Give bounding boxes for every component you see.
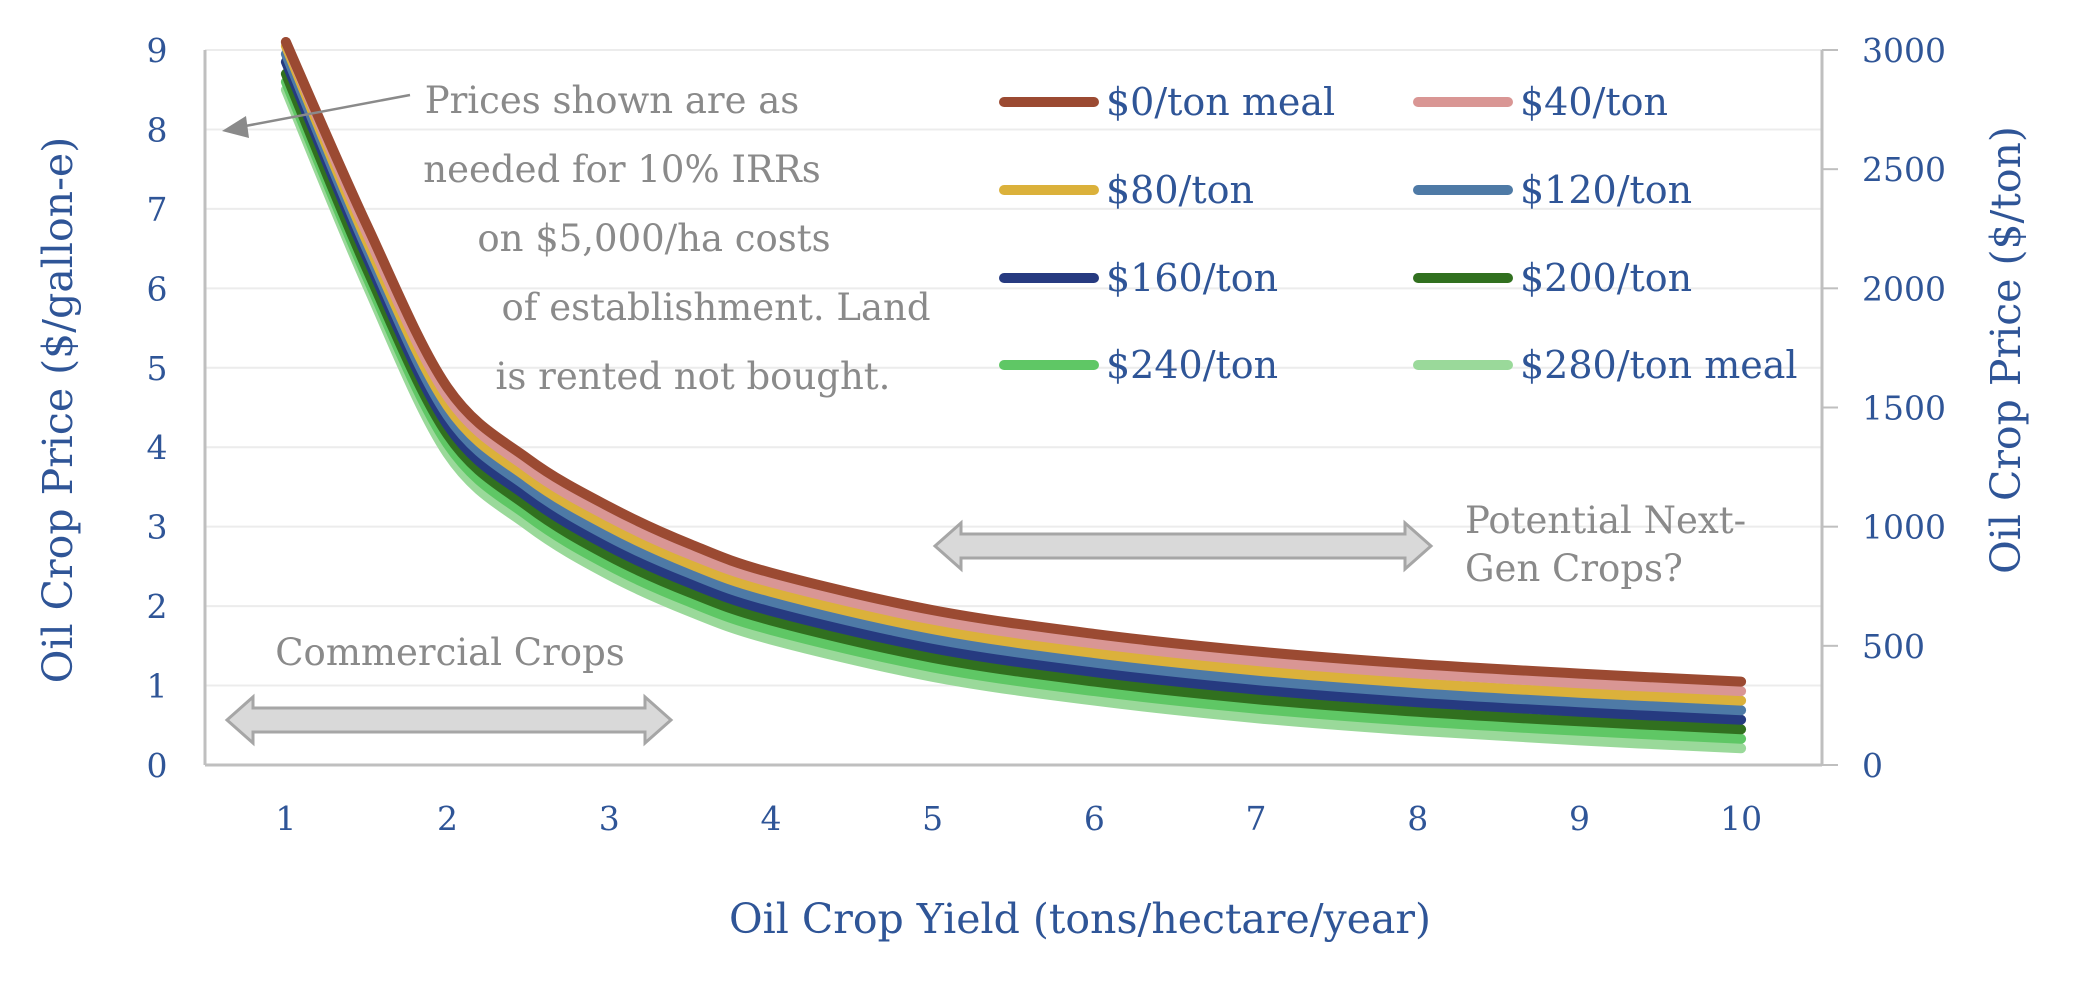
y-left-tick-label: 7	[147, 190, 168, 229]
y-right-tick-label: 3000	[1862, 31, 1946, 70]
y-left-tick-label: 4	[147, 428, 168, 467]
legend-label: $120/ton	[1520, 168, 1692, 212]
y-left-tick-label: 9	[147, 31, 168, 70]
legend-label: $160/ton	[1106, 256, 1278, 300]
x-tick-label: 2	[437, 799, 458, 838]
commercial-crops-label: Commercial Crops	[275, 631, 625, 674]
y-right-tick-labels: 0 500 1000 1500 2000 2500 3000	[1822, 31, 1946, 785]
note-line-1: Prices shown are as	[425, 79, 800, 122]
x-tick-labels: 1 2 3 4 5 6 7 8 9 10	[275, 799, 1762, 838]
x-tick-label: 10	[1720, 799, 1762, 838]
y-left-tick-labels: 0 1 2 3 4 5 6 7 8 9	[147, 31, 168, 785]
series-lines	[280, 37, 1747, 754]
legend-label: $200/ton	[1520, 256, 1692, 300]
note-line-5: is rented not bought.	[496, 355, 891, 398]
note-text: Prices shown are as needed for 10% IRRs …	[423, 79, 930, 398]
y-right-tick-label: 1500	[1862, 389, 1946, 428]
x-tick-label: 6	[1084, 799, 1105, 838]
y-right-tick-label: 2000	[1862, 269, 1946, 308]
note-line-3: on $5,000/ha costs	[477, 217, 830, 260]
x-tick-label: 8	[1407, 799, 1428, 838]
y-left-tick-label: 1	[147, 667, 168, 706]
x-tick-label: 9	[1569, 799, 1590, 838]
y-right-tick-label: 0	[1862, 746, 1883, 785]
commercial-crops-arrow	[224, 693, 674, 747]
note-arrow	[222, 93, 411, 138]
next-gen-line-1: Potential Next-	[1465, 499, 1746, 542]
y-right-axis-title: Oil Crop Price ($/ton)	[1982, 126, 2030, 574]
legend-label: $280/ton meal	[1520, 343, 1798, 387]
y-left-tick-label: 2	[147, 587, 168, 626]
next-gen-line-2: Gen Crops?	[1465, 547, 1683, 590]
x-axis-title: Oil Crop Yield (tons/hectare/year)	[729, 895, 1431, 943]
x-tick-label: 4	[760, 799, 781, 838]
y-left-tick-label: 3	[147, 508, 168, 547]
x-tick-label: 3	[599, 799, 620, 838]
y-left-axis-title: Oil Crop Price ($/gallon-e)	[34, 137, 82, 683]
legend-label: $240/ton	[1106, 343, 1278, 387]
y-right-tick-label: 500	[1862, 627, 1925, 666]
x-tick-label: 1	[275, 799, 296, 838]
series-line-1	[280, 37, 1747, 687]
y-right-tick-label: 1000	[1862, 508, 1946, 547]
legend-label: $40/ton	[1520, 80, 1668, 124]
y-left-tick-label: 6	[147, 269, 168, 308]
note-line-2: needed for 10% IRRs	[423, 148, 820, 191]
next-gen-crops-arrow	[932, 519, 1434, 573]
y-left-tick-label: 8	[147, 110, 168, 149]
legend: $0/ton meal $40/ton $80/ton $120/ton $160/to…	[999, 80, 1798, 387]
annotations: Prices shown are as needed for 10% IRRs …	[222, 79, 1746, 747]
y-right-tick-label: 2500	[1862, 150, 1946, 189]
x-tick-label: 5	[922, 799, 943, 838]
note-line-4: of establishment. Land	[501, 286, 930, 329]
y-left-tick-label: 5	[147, 349, 168, 388]
x-tick-label: 7	[1246, 799, 1267, 838]
y-left-tick-label: 0	[147, 746, 168, 785]
legend-label: $80/ton	[1106, 168, 1254, 212]
legend-label: $0/ton meal	[1106, 80, 1335, 124]
